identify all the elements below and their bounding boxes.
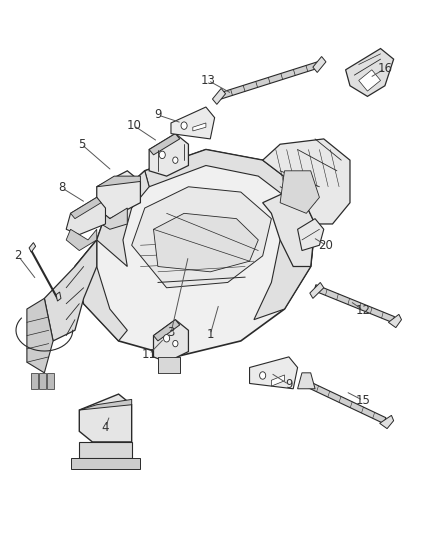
Circle shape xyxy=(181,122,187,130)
Polygon shape xyxy=(212,88,226,104)
Polygon shape xyxy=(149,134,188,176)
Polygon shape xyxy=(132,187,272,288)
Polygon shape xyxy=(313,56,326,72)
Polygon shape xyxy=(389,314,402,328)
Text: 2: 2 xyxy=(14,249,22,262)
Text: 13: 13 xyxy=(201,74,215,87)
Polygon shape xyxy=(153,213,258,272)
Polygon shape xyxy=(71,197,101,219)
Polygon shape xyxy=(75,240,127,341)
Polygon shape xyxy=(250,357,297,389)
Polygon shape xyxy=(380,415,394,429)
Text: 11: 11 xyxy=(141,348,157,361)
Polygon shape xyxy=(97,171,141,219)
Polygon shape xyxy=(149,134,180,155)
Circle shape xyxy=(260,372,266,379)
Polygon shape xyxy=(92,208,127,229)
Polygon shape xyxy=(56,292,61,301)
Text: 4: 4 xyxy=(102,421,109,433)
Polygon shape xyxy=(79,442,132,458)
Polygon shape xyxy=(297,219,324,251)
Polygon shape xyxy=(66,229,97,251)
Polygon shape xyxy=(71,458,141,469)
Polygon shape xyxy=(79,394,132,442)
Polygon shape xyxy=(31,373,38,389)
Polygon shape xyxy=(254,187,315,320)
Polygon shape xyxy=(305,381,386,424)
Circle shape xyxy=(173,341,178,347)
Polygon shape xyxy=(359,70,381,91)
Polygon shape xyxy=(158,357,180,373)
Polygon shape xyxy=(39,373,46,389)
Text: 9: 9 xyxy=(154,109,162,122)
Polygon shape xyxy=(218,61,320,99)
Text: 10: 10 xyxy=(127,119,141,132)
Polygon shape xyxy=(297,373,315,389)
Polygon shape xyxy=(346,49,394,96)
Circle shape xyxy=(163,335,170,342)
Polygon shape xyxy=(153,320,180,341)
Text: 1: 1 xyxy=(207,328,214,341)
Polygon shape xyxy=(44,240,97,341)
Text: 5: 5 xyxy=(78,138,85,151)
Polygon shape xyxy=(27,298,53,373)
Text: 9: 9 xyxy=(285,378,293,391)
Text: 15: 15 xyxy=(356,394,371,407)
Polygon shape xyxy=(97,171,149,266)
Text: 16: 16 xyxy=(378,62,392,75)
Polygon shape xyxy=(171,107,215,139)
Text: 12: 12 xyxy=(356,304,371,317)
Polygon shape xyxy=(29,243,35,252)
Polygon shape xyxy=(314,285,395,322)
Circle shape xyxy=(173,157,178,164)
Circle shape xyxy=(159,151,165,159)
Text: 3: 3 xyxy=(167,326,175,340)
Text: 20: 20 xyxy=(318,239,333,252)
Polygon shape xyxy=(310,282,324,298)
Polygon shape xyxy=(263,139,350,224)
Polygon shape xyxy=(272,375,285,386)
Polygon shape xyxy=(145,150,297,203)
Text: 8: 8 xyxy=(58,181,66,195)
Polygon shape xyxy=(66,197,106,235)
Polygon shape xyxy=(79,399,132,410)
Polygon shape xyxy=(263,187,315,266)
Polygon shape xyxy=(75,150,315,357)
Polygon shape xyxy=(193,123,206,131)
Polygon shape xyxy=(280,171,319,213)
Polygon shape xyxy=(47,373,53,389)
Polygon shape xyxy=(153,320,188,362)
Polygon shape xyxy=(97,176,141,187)
